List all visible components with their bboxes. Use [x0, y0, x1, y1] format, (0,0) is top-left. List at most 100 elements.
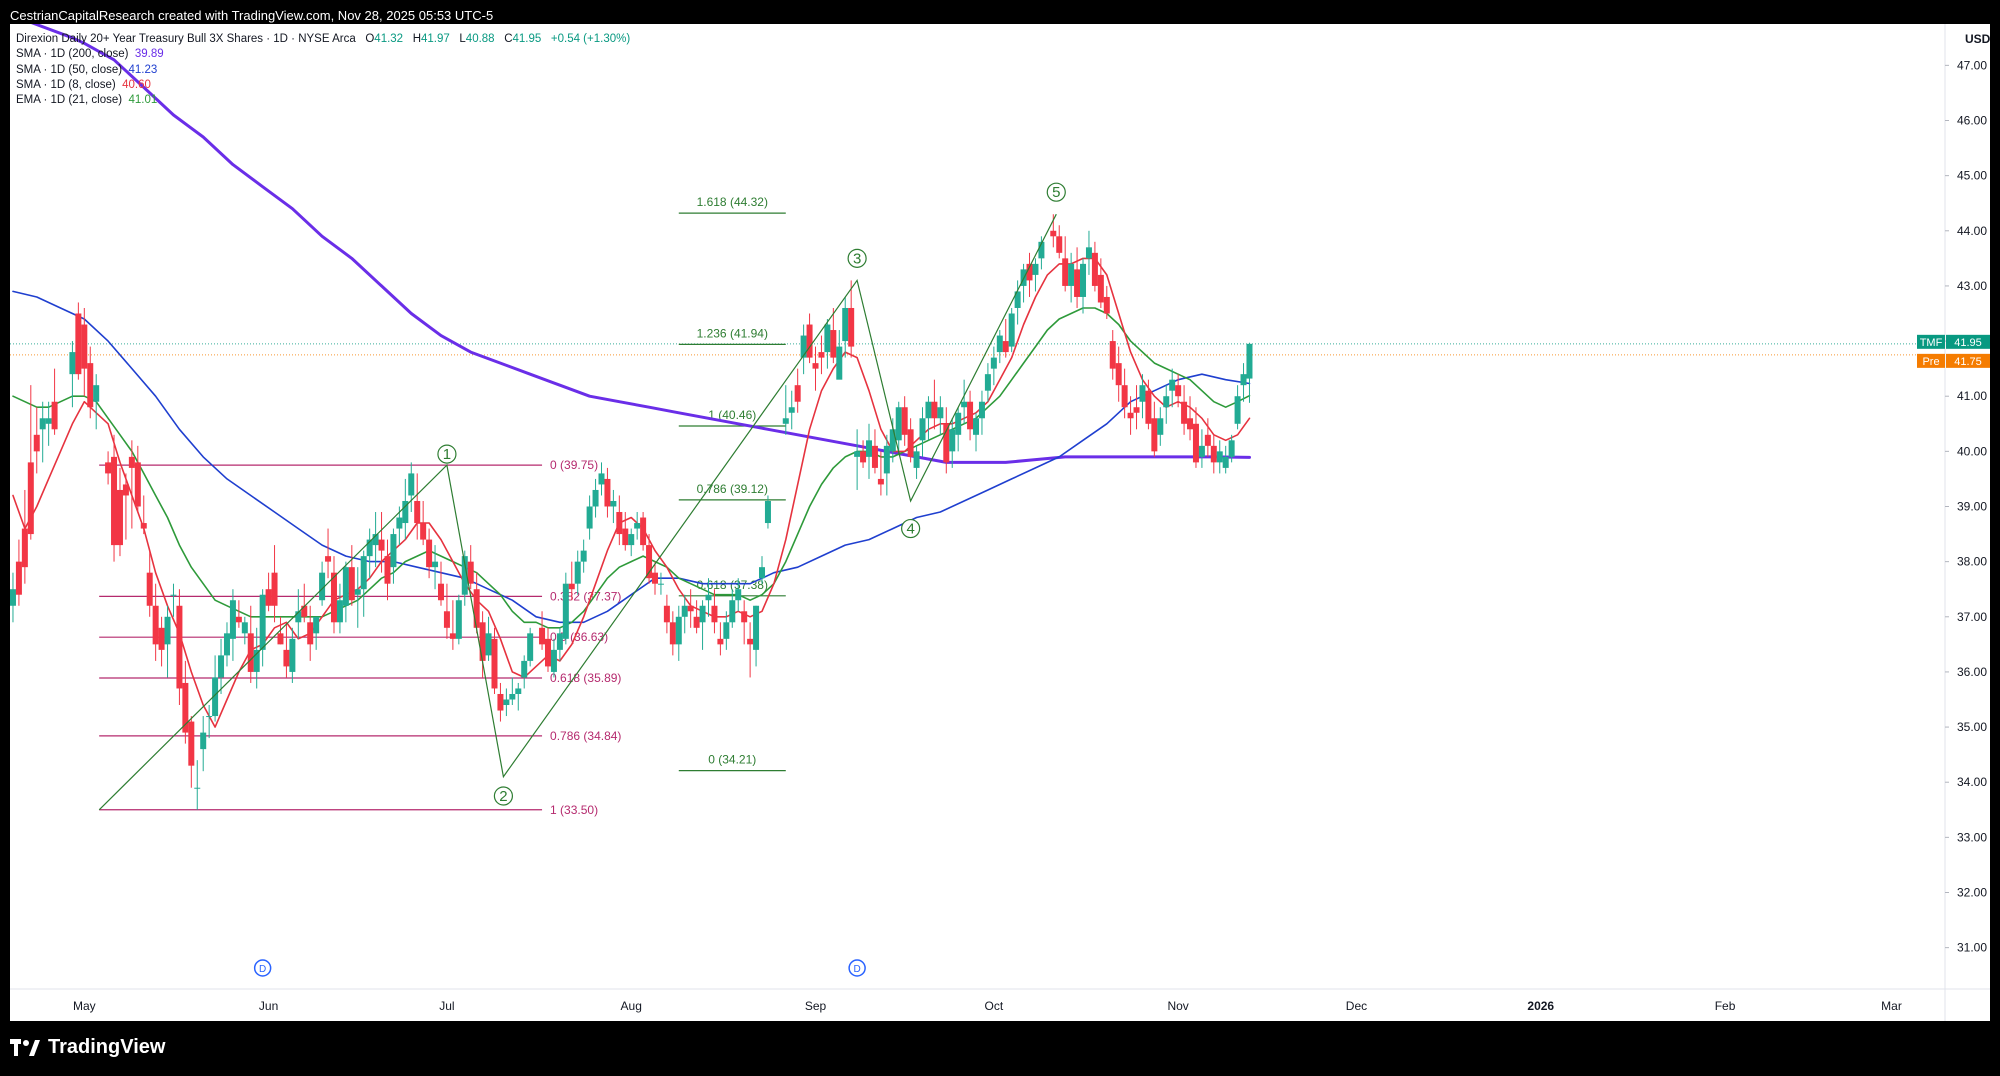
candle-body [955, 412, 962, 435]
candle-body [1026, 263, 1033, 281]
candle-body [1240, 374, 1247, 386]
candle [1246, 342, 1253, 403]
indicator-label: EMA · 1D (21, close) [16, 94, 123, 107]
candle [984, 363, 991, 402]
candle [1097, 258, 1104, 308]
candle [1240, 363, 1247, 402]
candle-body [229, 600, 236, 639]
candle [313, 616, 320, 650]
candle-body [568, 583, 575, 590]
candle [51, 368, 58, 435]
price-axis-tick-label: 47.00 [1957, 58, 1987, 72]
candle-body [21, 528, 28, 568]
indicator-value: 39.89 [134, 48, 164, 61]
candle [741, 600, 748, 645]
candle [1157, 407, 1164, 446]
time-axis-label: Mar [1881, 999, 1902, 1013]
candle [1032, 258, 1039, 292]
fib-retracement-label: 0 (39.75) [550, 458, 598, 472]
wave-circle [493, 786, 514, 806]
candle [443, 583, 450, 639]
candle-body [1115, 363, 1122, 386]
candle-body [515, 688, 522, 694]
candle [527, 627, 534, 667]
candle-body [342, 567, 349, 606]
candle-body [586, 506, 593, 529]
fib-retracement-label: 0.382 (37.37) [550, 589, 621, 603]
candle [497, 682, 504, 722]
indicator-row-sma50[interactable]: SMA · 1D (50, close) 41.23 [16, 63, 630, 78]
candle-body [1056, 236, 1063, 253]
candle-body [830, 330, 837, 358]
candle [990, 346, 997, 386]
candle [729, 589, 736, 628]
price-axis: 31.00 32.00 33.00 34.00 35.00 36.00 37.00 38.00… [1945, 32, 1990, 955]
indicator-row-ema21[interactable]: EMA · 1D (21, close) 41.01 [16, 93, 630, 108]
candle [134, 445, 141, 513]
fib-retracement-label: 0.786 (34.84) [550, 729, 621, 743]
fib-extension-label: 0.786 (39.12) [697, 482, 768, 496]
candle-body [687, 605, 694, 612]
candle [218, 638, 225, 694]
candle [408, 462, 415, 513]
candle [812, 346, 819, 391]
price-chart[interactable]: 31.00 32.00 33.00 34.00 35.00 36.00 37.00 38.00… [10, 24, 1990, 1021]
time-axis-label: May [73, 999, 96, 1013]
candle-body [747, 638, 754, 645]
indicator-label: SMA · 1D (8, close) [16, 78, 116, 91]
time-axis-label: Nov [1167, 999, 1188, 1013]
candle-body [562, 583, 569, 639]
candle [586, 495, 593, 540]
candle-body [1139, 385, 1146, 402]
candle [289, 627, 296, 683]
candle [241, 616, 248, 645]
candle [628, 528, 635, 557]
candle [223, 622, 230, 667]
candle [1181, 385, 1188, 435]
price-axis-tick-label: 37.00 [1957, 610, 1987, 624]
candle [390, 528, 397, 584]
candle [188, 716, 195, 788]
tradingview-logo[interactable]: TradingView [10, 1036, 165, 1059]
candle [943, 407, 950, 474]
candle [455, 594, 462, 645]
fib-retracement-label: 0.618 (35.89) [550, 671, 621, 685]
candle [485, 616, 492, 661]
indicator-row-sma8[interactable]: SMA · 1D (8, close) 40.60 [16, 78, 630, 93]
candle [111, 434, 118, 562]
candle [539, 611, 546, 650]
time-axis-label: Sep [805, 999, 827, 1013]
candle [1008, 307, 1015, 353]
elliott-wave-label: 4 [901, 518, 921, 539]
candle-body [140, 523, 147, 529]
instrument-name: Direxion Daily 20+ Year Treasury Bull 3X… [16, 33, 356, 45]
chart-panel[interactable]: 31.00 32.00 33.00 34.00 35.00 36.00 37.00 38.00… [10, 24, 1990, 1021]
candle-body [800, 335, 807, 358]
candle-body [919, 418, 926, 441]
candle-body [860, 451, 867, 463]
candle-body [741, 611, 748, 623]
candle-body [1169, 379, 1176, 391]
candle [1026, 252, 1033, 297]
candle-body [158, 627, 165, 650]
candle-body [10, 589, 16, 606]
candle-body [634, 523, 641, 529]
candle-body [384, 556, 391, 584]
chart-legend: Direxion Daily 20+ Year Treasury Bull 3X… [16, 32, 630, 108]
candle-body [711, 605, 718, 623]
candle [580, 539, 587, 573]
candle-body [877, 478, 884, 485]
low-value: 40.88 [465, 33, 495, 45]
candle-body [372, 534, 379, 546]
close-label: C [504, 33, 513, 45]
candle-body [1103, 296, 1110, 314]
candle-body [1181, 401, 1188, 424]
candle-body [1091, 252, 1098, 286]
candle-body [931, 401, 938, 419]
candle [877, 451, 884, 496]
candle-body [200, 732, 207, 750]
candle-body [1157, 418, 1164, 435]
indicator-row-sma200[interactable]: SMA · 1D (200, close) 39.89 [16, 47, 630, 62]
candles [10, 214, 1253, 810]
candle [426, 528, 433, 579]
